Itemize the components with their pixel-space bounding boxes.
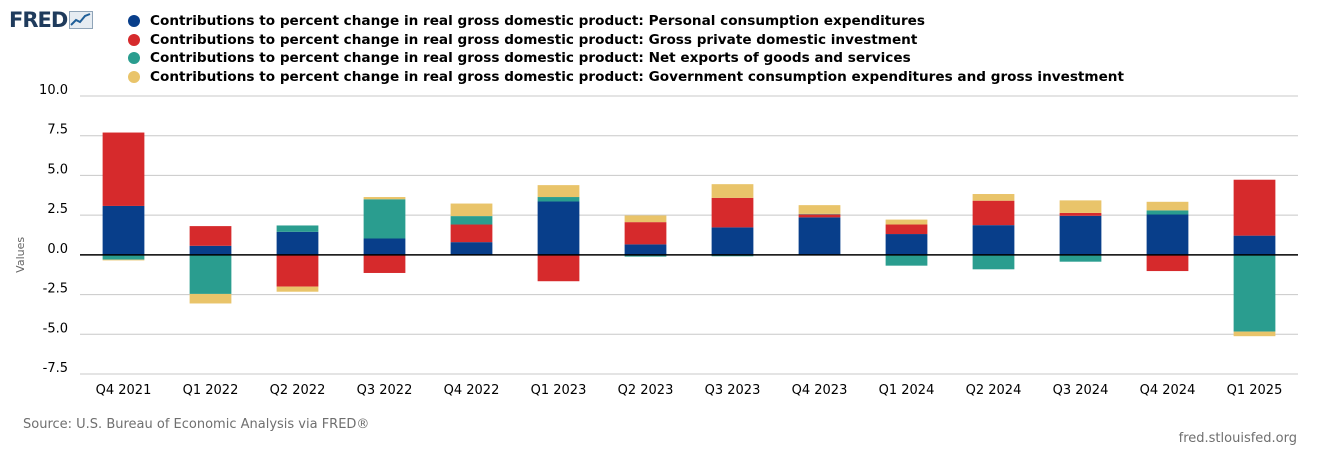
legend-swatch (128, 52, 140, 65)
bar-segment[interactable] (624, 244, 667, 255)
bar-segment[interactable] (450, 224, 493, 243)
y-tick-label: 5.0 (47, 162, 68, 177)
bar-segment[interactable] (624, 222, 667, 245)
bar-segment[interactable] (537, 254, 580, 282)
bar-segment[interactable] (798, 217, 841, 255)
y-tick-label: -5.0 (43, 321, 68, 336)
x-tick-label: Q1 2025 (1227, 383, 1283, 398)
bar-segment[interactable] (1146, 210, 1189, 215)
bar-segment[interactable] (798, 214, 841, 218)
bar-segment[interactable] (1059, 212, 1102, 216)
legend-swatch (128, 33, 140, 46)
y-tick-label: 2.5 (47, 202, 68, 217)
bar-segment[interactable] (972, 200, 1015, 226)
y-tick-label: 7.5 (47, 123, 68, 138)
bar-segment[interactable] (1059, 200, 1102, 213)
x-tick-label: Q2 2022 (270, 383, 326, 398)
bar-segment[interactable] (189, 293, 232, 304)
bar-segment[interactable] (189, 226, 232, 246)
bar-segment[interactable] (624, 254, 667, 257)
legend-item-government[interactable]: Contributions to percent change in real … (128, 68, 1124, 87)
bar-segment[interactable] (102, 205, 145, 255)
x-tick-label: Q3 2022 (357, 383, 413, 398)
legend-label: Contributions to percent change in real … (150, 50, 911, 67)
fred-logo[interactable]: FRED (9, 8, 94, 32)
legend-label: Contributions to percent change in real … (150, 31, 918, 48)
bar-segment[interactable] (1233, 331, 1276, 337)
x-tick-label: Q4 2024 (1140, 383, 1196, 398)
bar-segment[interactable] (189, 254, 232, 294)
bar-segment[interactable] (798, 205, 841, 214)
bar-segment[interactable] (1146, 201, 1189, 211)
bar-segment[interactable] (189, 245, 232, 255)
x-tick-label: Q4 2023 (792, 383, 848, 398)
bar-segment[interactable] (450, 216, 493, 225)
bar-segment[interactable] (276, 225, 319, 232)
bar-segment[interactable] (711, 197, 754, 228)
bar-segment[interactable] (450, 242, 493, 255)
bar-segment[interactable] (1059, 254, 1102, 262)
bar-segment[interactable] (537, 185, 580, 198)
legend-label: Contributions to percent change in real … (150, 68, 1124, 85)
bar-segment[interactable] (711, 227, 754, 255)
chart-legend: Contributions to percent change in real … (128, 12, 1124, 86)
x-tick-label: Q1 2023 (531, 383, 587, 398)
bar-segment[interactable] (276, 254, 319, 287)
bar-segment[interactable] (972, 254, 1015, 270)
y-tick-label: 10.0 (39, 83, 68, 98)
x-tick-label: Q2 2023 (618, 383, 674, 398)
bar-segment[interactable] (1233, 179, 1276, 236)
legend-swatch (128, 70, 140, 83)
bar-segment[interactable] (972, 194, 1015, 201)
site-url[interactable]: fred.stlouisfed.org (1178, 431, 1297, 446)
bar-segment[interactable] (1233, 254, 1276, 332)
x-tick-label: Q4 2022 (444, 383, 500, 398)
bar-segment[interactable] (363, 199, 406, 239)
x-tick-label: Q3 2023 (705, 383, 761, 398)
chart-line-icon (69, 11, 94, 29)
bar-segment[interactable] (885, 219, 928, 225)
bar-segment[interactable] (885, 234, 928, 255)
x-tick-label: Q2 2024 (966, 383, 1022, 398)
bar-segment[interactable] (537, 201, 580, 255)
bar-segment[interactable] (363, 254, 406, 273)
legend-item-investment[interactable]: Contributions to percent change in real … (128, 31, 1124, 50)
y-tick-label: -7.5 (43, 361, 68, 376)
bar-segment[interactable] (885, 224, 928, 235)
bar-segment[interactable] (1146, 214, 1189, 255)
y-tick-label: 0.0 (47, 242, 68, 257)
x-tick-label: Q1 2024 (879, 383, 935, 398)
bar-segment[interactable] (363, 197, 406, 200)
bar-segment[interactable] (276, 286, 319, 292)
logo-text: FRED (9, 8, 68, 32)
stacked-bar-chart: 10.0 7.5 5.0 2.5 0.0 -2.5 -5.0 -7.5 Values Q4 202… (14, 83, 1298, 398)
x-tick-label: Q1 2022 (183, 383, 239, 398)
bar-segment[interactable] (624, 215, 667, 223)
bar-segment[interactable] (1059, 215, 1102, 255)
bar-segment[interactable] (711, 184, 754, 198)
legend-item-net-exports[interactable]: Contributions to percent change in real … (128, 49, 1124, 68)
bar-segment[interactable] (363, 238, 406, 255)
bar-segment[interactable] (1146, 254, 1189, 272)
bar-segment[interactable] (1233, 235, 1276, 255)
legend-swatch (128, 15, 140, 28)
y-axis-label: Values (14, 237, 27, 273)
legend-item-pce[interactable]: Contributions to percent change in real … (128, 12, 1124, 31)
source-note: Source: U.S. Bureau of Economic Analysis… (23, 417, 370, 432)
bar-segment[interactable] (102, 132, 145, 206)
bar-segment[interactable] (885, 254, 928, 266)
bar-segment[interactable] (276, 231, 319, 255)
bar-segment[interactable] (537, 197, 580, 202)
bar-segment[interactable] (102, 259, 145, 261)
bar-segment[interactable] (972, 225, 1015, 255)
y-tick-label: -2.5 (43, 282, 68, 297)
legend-label: Contributions to percent change in real … (150, 13, 925, 30)
x-tick-label: Q4 2021 (96, 383, 152, 398)
x-tick-label: Q3 2024 (1053, 383, 1109, 398)
bar-segment[interactable] (102, 254, 145, 260)
bar-segment[interactable] (450, 203, 493, 217)
